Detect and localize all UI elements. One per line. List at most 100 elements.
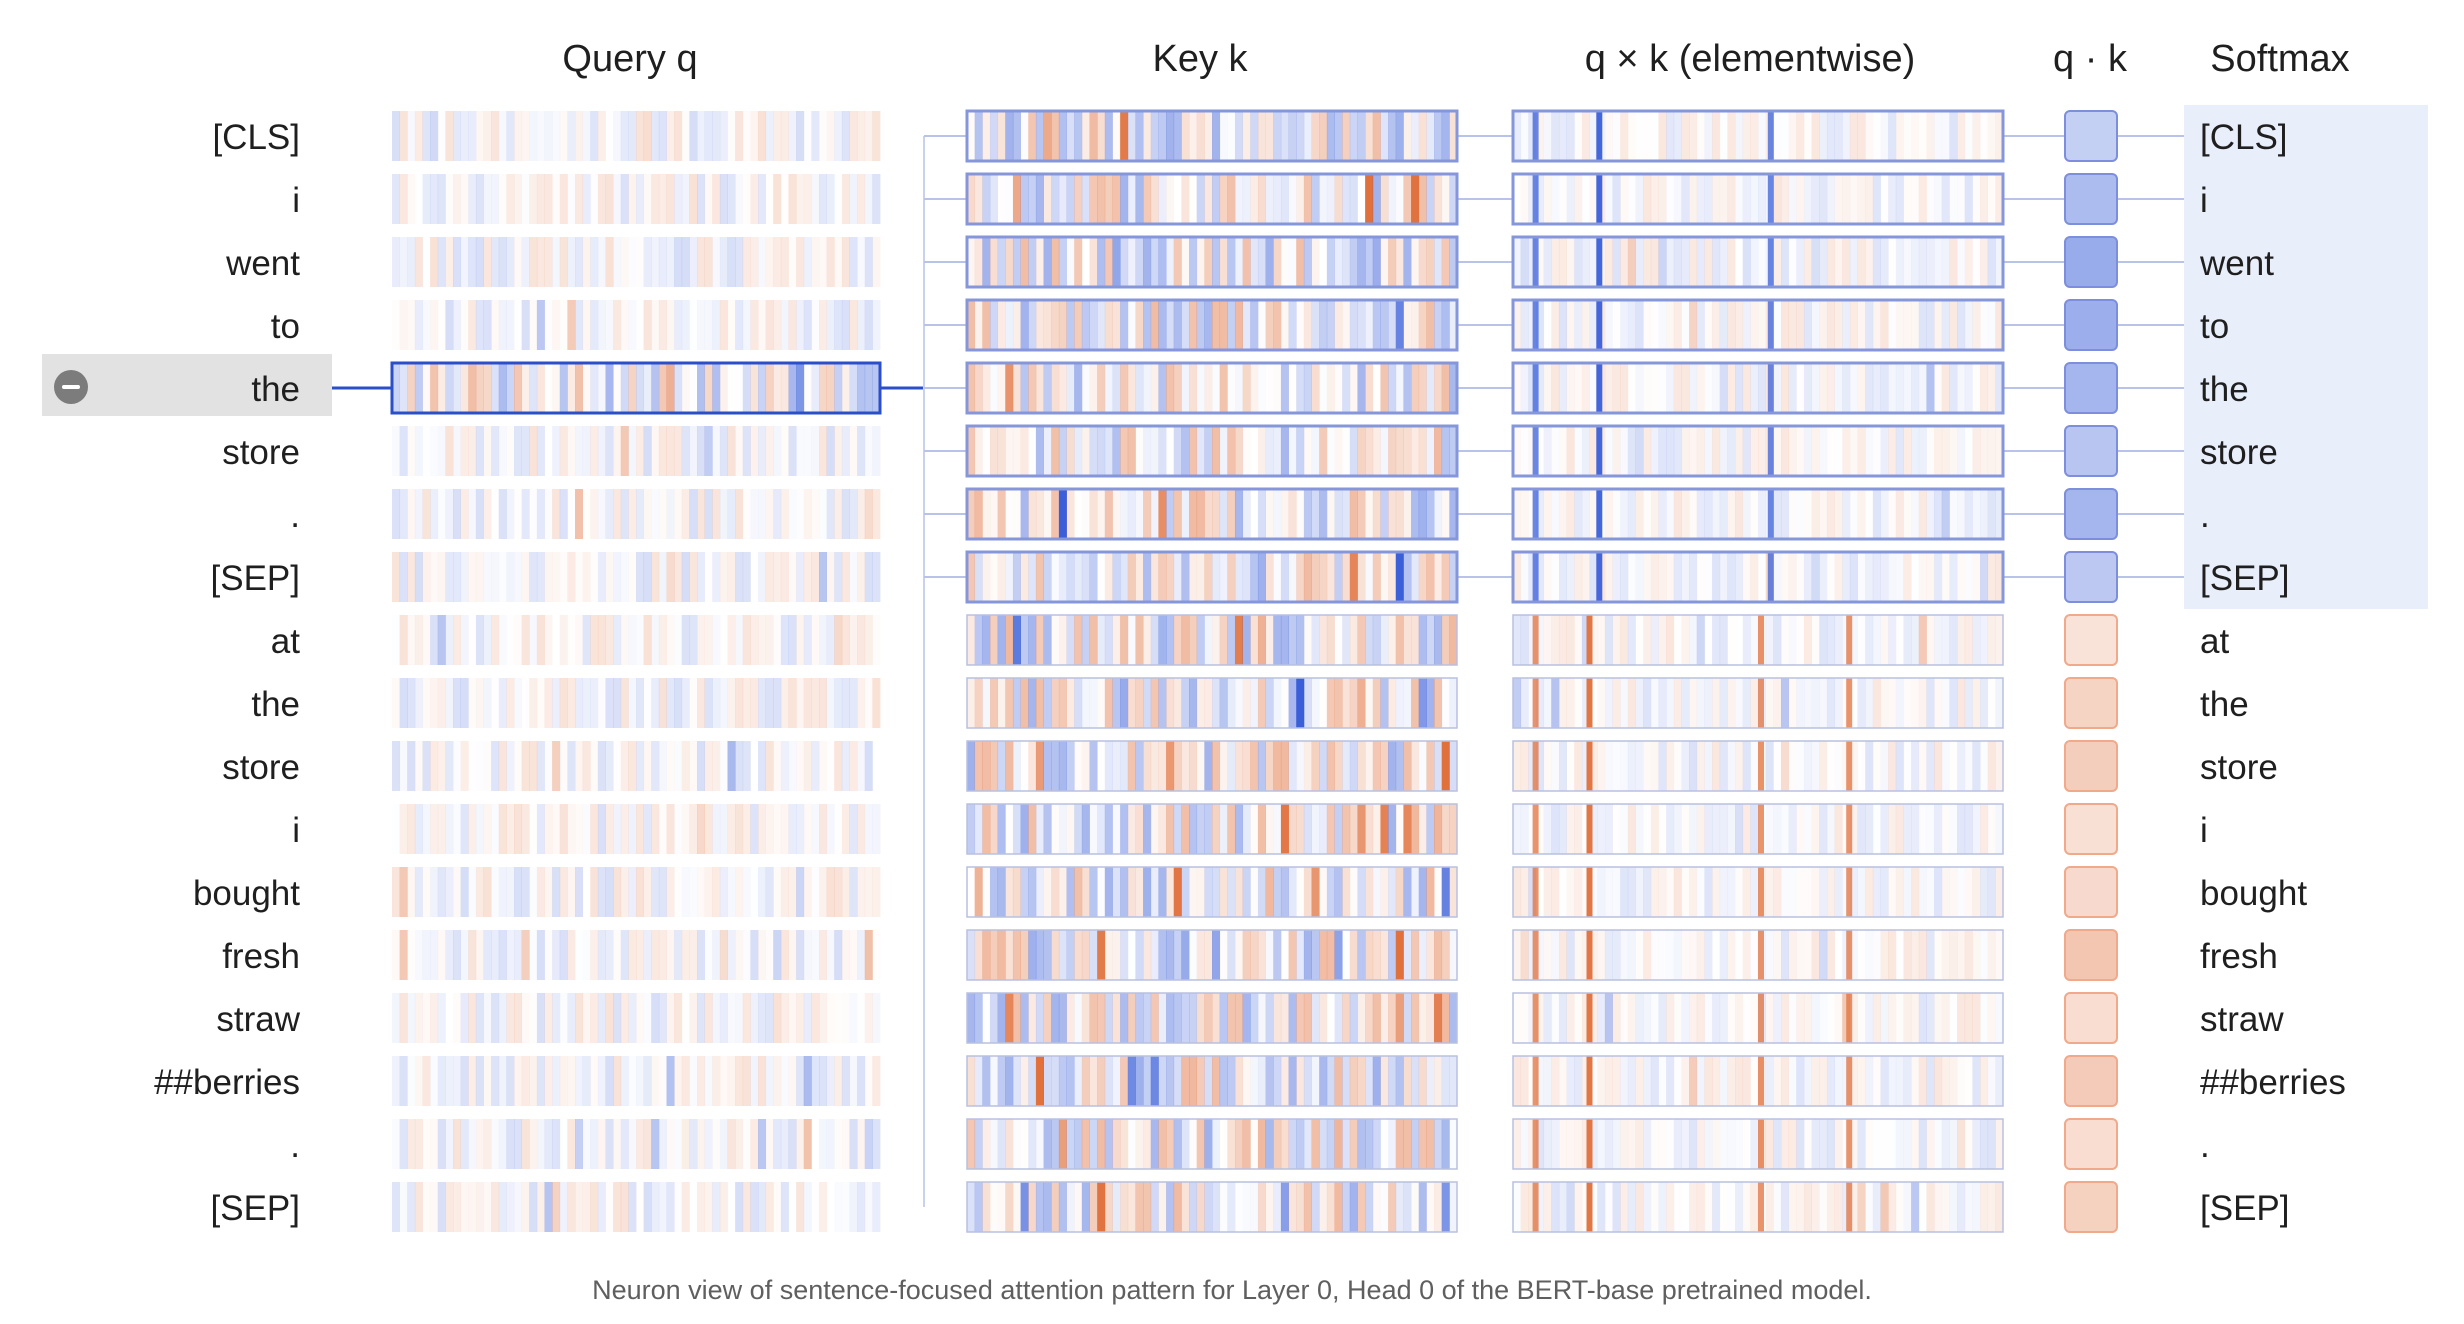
vector-stripe: [1441, 741, 1450, 791]
right-token[interactable]: went: [2200, 244, 2274, 283]
vector-stripe: [1120, 615, 1129, 665]
vector-stripe: [1097, 804, 1106, 854]
left-token[interactable]: [SEP]: [210, 559, 300, 598]
vector-stripe: [1742, 1182, 1751, 1232]
vector-stripe: [1303, 993, 1312, 1043]
vector-stripe: [989, 930, 999, 980]
vector-stripe: [423, 237, 431, 287]
vector-stripe: [484, 741, 492, 791]
vector-stripe: [1227, 867, 1236, 917]
vector-stripe: [1081, 1056, 1090, 1106]
vector-stripe: [872, 804, 881, 854]
left-token[interactable]: the: [251, 370, 300, 409]
left-token[interactable]: straw: [216, 1000, 300, 1039]
vector-stripe: [864, 741, 873, 791]
left-token[interactable]: [CLS]: [212, 118, 300, 157]
left-token[interactable]: i: [292, 181, 300, 220]
vector-stripe: [1058, 804, 1067, 854]
vector-stripe: [407, 300, 416, 350]
vector-stripe: [1735, 1119, 1743, 1169]
right-token[interactable]: [CLS]: [2200, 118, 2288, 157]
vector-stripe: [1127, 174, 1136, 224]
left-token[interactable]: i: [292, 811, 300, 850]
left-token[interactable]: store: [222, 433, 300, 472]
dot-product-cell: [2064, 740, 2118, 792]
left-token[interactable]: .: [290, 496, 300, 535]
vector-stripe: [1396, 174, 1404, 224]
right-token[interactable]: [SEP]: [2200, 559, 2290, 598]
right-token[interactable]: store: [2200, 748, 2278, 787]
vector-stripe: [1021, 1119, 1029, 1169]
vector-stripe: [1750, 1056, 1758, 1106]
vector-stripe: [1895, 741, 1904, 791]
selected-token-highlight[interactable]: [42, 354, 332, 416]
vector-stripe: [1643, 804, 1651, 854]
strong-dimension: [1532, 930, 1539, 980]
vector-stripe: [1357, 552, 1366, 602]
vector-stripe: [1788, 363, 1797, 413]
vector-stripe: [437, 867, 446, 917]
vector-stripe: [514, 363, 523, 413]
left-token[interactable]: fresh: [222, 937, 300, 976]
left-token[interactable]: at: [270, 622, 300, 661]
right-token[interactable]: to: [2200, 307, 2230, 346]
vector-stripe: [1543, 489, 1552, 539]
right-token[interactable]: the: [2200, 685, 2249, 724]
vector-stripe: [982, 1119, 991, 1169]
strong-dimension: [1758, 678, 1764, 728]
vector-stripe: [491, 615, 500, 665]
right-token[interactable]: .: [2200, 1126, 2210, 1165]
right-token[interactable]: [SEP]: [2200, 1189, 2290, 1228]
vector-stripe: [674, 363, 683, 413]
right-token[interactable]: the: [2200, 370, 2249, 409]
vector-stripe: [1212, 237, 1221, 287]
vector-stripe: [1012, 363, 1021, 413]
vector-stripe: [1566, 426, 1575, 476]
right-token[interactable]: at: [2200, 622, 2230, 661]
left-token[interactable]: [SEP]: [210, 1189, 300, 1228]
left-token[interactable]: the: [251, 685, 300, 724]
vector-stripe: [1212, 930, 1221, 980]
vector-stripe: [1058, 615, 1067, 665]
vector-stripe: [1051, 741, 1060, 791]
left-token[interactable]: store: [222, 748, 300, 787]
right-token[interactable]: .: [2200, 496, 2210, 535]
vector-stripe: [1441, 111, 1450, 161]
left-token[interactable]: went: [226, 244, 300, 283]
right-token[interactable]: bought: [2200, 874, 2308, 913]
vector-stripe: [597, 804, 606, 854]
elementwise-vector: [1511, 361, 2005, 415]
left-token[interactable]: ##berries: [154, 1063, 300, 1102]
vector-stripe: [1280, 552, 1289, 602]
vector-stripe: [1765, 1119, 1774, 1169]
collapse-minus-icon[interactable]: [54, 370, 88, 404]
vector-stripe: [1620, 363, 1629, 413]
vector-stripe: [758, 993, 767, 1043]
vector-stripe: [1551, 174, 1559, 224]
vector-stripe: [1281, 237, 1289, 287]
vector-stripe: [1620, 678, 1629, 728]
vector-stripe: [1380, 300, 1389, 350]
right-token[interactable]: ##berries: [2200, 1063, 2346, 1102]
vector-stripe: [1288, 426, 1297, 476]
right-token[interactable]: fresh: [2200, 937, 2278, 976]
vector-stripe: [491, 1119, 499, 1169]
strong-dimension: [1767, 489, 1774, 539]
right-token[interactable]: i: [2200, 811, 2208, 850]
vector-stripe: [1150, 804, 1159, 854]
vector-stripe: [1020, 804, 1029, 854]
right-token[interactable]: i: [2200, 181, 2208, 220]
left-token[interactable]: to: [270, 307, 300, 346]
vector-stripe: [1720, 111, 1728, 161]
vector-stripe: [483, 552, 492, 602]
vector-stripe: [1957, 363, 1966, 413]
vector-box: [966, 614, 1458, 666]
right-token[interactable]: store: [2200, 433, 2278, 472]
left-token[interactable]: .: [290, 1126, 300, 1165]
vector-stripe: [872, 552, 881, 602]
vector-stripe: [415, 930, 423, 980]
vector-stripe: [1280, 867, 1289, 917]
vector-stripe: [765, 1119, 774, 1169]
left-token[interactable]: bought: [192, 874, 300, 913]
right-token[interactable]: straw: [2200, 1000, 2284, 1039]
